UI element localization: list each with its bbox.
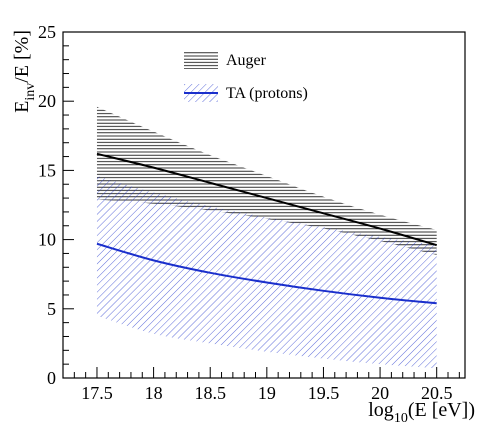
band-1 [96,175,437,369]
y-tick-label: 0 [47,368,56,388]
uncertainty-bands [96,106,437,369]
x-tick-label: 18.5 [194,383,226,403]
plot-frame [62,31,466,379]
x-tick-label: 18 [145,383,163,403]
x-tick-label: 20.5 [421,383,453,403]
x-axis-title: log10(E [eV]) [368,399,475,426]
legend-swatch-0 [184,51,218,69]
x-axis-ticks: 17.5 18 18.5 19 19.5 20 20.5 [73,367,460,403]
y-tick-label: 5 [47,299,56,319]
series-line-1 [96,242,437,305]
y-axis-ticks: 0 5 10 15 20 25 [38,22,74,388]
y-tick-label: 20 [38,91,56,111]
series-line-0 [96,152,437,247]
y-axis-title: Einv/E [%] [11,30,38,113]
x-tick-label: 17.5 [81,383,113,403]
y-tick-label: 25 [38,22,56,42]
x-tick-label: 19.5 [308,383,340,403]
x-tick-label: 19 [258,383,276,403]
legend-label-1: TA (protons) [226,85,308,102]
series-lines [96,152,437,305]
x-tick-label: 20 [371,383,389,403]
band-0 [96,106,437,255]
y-tick-label: 10 [38,230,56,250]
legend-label-0: Auger [226,52,267,69]
legend: Auger TA (protons) [184,51,308,102]
y-tick-label: 15 [38,160,56,180]
